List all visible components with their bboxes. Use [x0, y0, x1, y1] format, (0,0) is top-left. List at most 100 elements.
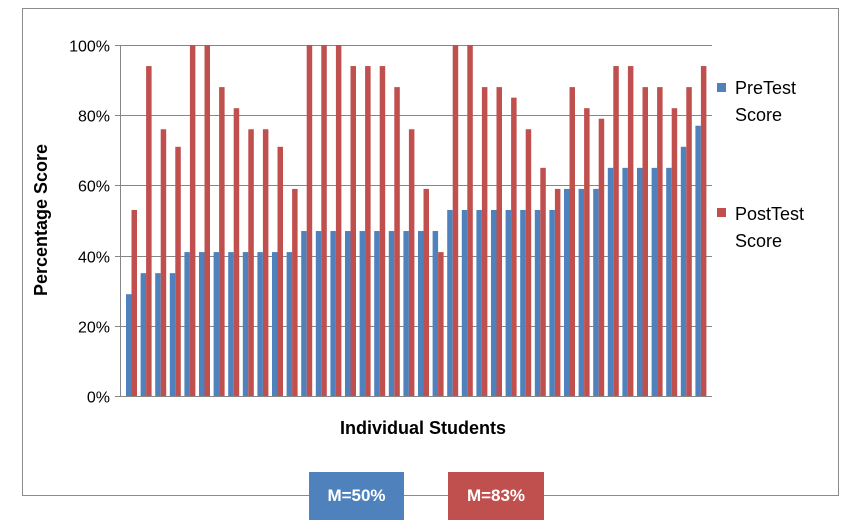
pretest-bar — [301, 231, 307, 396]
posttest-bar — [467, 45, 473, 396]
posttest-bar — [613, 66, 619, 396]
posttest-bar — [248, 129, 254, 397]
legend-label-pretest-line2: Score — [735, 105, 782, 125]
posttest-bar — [511, 97, 517, 397]
posttest-bar — [408, 129, 415, 397]
legend-swatch-posttest — [717, 208, 726, 217]
pretest-bar — [593, 188, 599, 396]
pretest-bar — [461, 209, 468, 396]
y-tick-label: 80% — [78, 109, 110, 126]
pretest-bar — [345, 231, 351, 396]
pretest-bar — [476, 209, 482, 396]
pretest-bar — [169, 273, 176, 396]
posttest-bar — [584, 108, 590, 397]
pretest-bar — [126, 294, 132, 396]
y-tick-label: 20% — [78, 320, 110, 337]
y-tick-label: 40% — [78, 250, 110, 267]
posttest-bar — [379, 66, 386, 396]
y-axis-title: Percentage Score — [31, 144, 51, 296]
legend-swatch-pretest — [717, 83, 726, 92]
posttest-bar — [686, 87, 692, 397]
posttest-bar — [365, 66, 371, 396]
pretest-bar — [388, 231, 395, 396]
posttest-bar — [598, 118, 605, 397]
pretest-bar — [695, 125, 701, 396]
pretest-bar — [374, 231, 380, 396]
pretest-mean-badge: M=50% — [309, 472, 404, 520]
pretest-bar — [666, 167, 672, 396]
legend-label-posttest-line2: Score — [735, 231, 782, 251]
pretest-bar — [140, 273, 147, 396]
pretest-bar — [432, 231, 439, 396]
y-tick-label: 60% — [78, 179, 110, 196]
posttest-bar — [131, 209, 137, 396]
pretest-bar — [418, 231, 424, 396]
y-tick-label: 0% — [87, 390, 110, 407]
pretest-bar — [272, 252, 278, 396]
posttest-bar — [262, 129, 269, 397]
legend-label-pretest: PreTest — [735, 78, 796, 98]
posttest-bar — [175, 146, 181, 396]
pretest-bar — [607, 167, 614, 396]
pretest-bar — [622, 167, 628, 396]
posttest-bar — [525, 129, 532, 397]
posttest-bar — [219, 87, 225, 397]
posttest-bar — [452, 45, 459, 396]
pretest-bar — [491, 209, 497, 396]
posttest-bar — [335, 45, 342, 396]
x-axis-title: Individual Students — [340, 418, 506, 438]
pretest-bar — [199, 252, 205, 396]
y-tick-label: 100% — [69, 39, 110, 56]
pretest-bar — [534, 209, 541, 396]
posttest-bar — [627, 66, 634, 396]
posttest-bar — [496, 87, 502, 397]
posttest-bar — [438, 252, 444, 396]
pretest-bar — [549, 209, 555, 396]
posttest-bar — [204, 45, 210, 396]
pretest-bar — [564, 188, 570, 396]
posttest-bar — [642, 87, 648, 397]
bars — [126, 45, 707, 397]
pretest-bar — [155, 273, 161, 396]
posttest-bar — [569, 87, 575, 397]
posttest-bar — [321, 45, 327, 396]
pretest-bar — [359, 231, 366, 396]
legend-label-posttest: PostTest — [735, 204, 804, 224]
pretest-bar — [680, 146, 687, 396]
posttest-bar — [277, 146, 283, 396]
pretest-bar — [315, 231, 322, 396]
posttest-bar — [540, 167, 546, 396]
y-tick-labels: 0% 20% 40% 60% 80% 100% — [69, 39, 110, 407]
legend: PreTest Score PostTest Score — [717, 78, 804, 251]
pretest-bar — [520, 209, 526, 396]
posttest-bar — [554, 188, 561, 396]
pretest-bar — [578, 188, 585, 396]
posttest-bar — [423, 188, 429, 396]
pretest-bar — [286, 252, 293, 396]
pretest-bar — [257, 252, 263, 396]
posttest-bar — [146, 66, 152, 396]
pretest-bar — [242, 252, 249, 396]
pretest-bar — [505, 209, 512, 396]
pretest-bar — [228, 252, 234, 396]
pretest-bar — [403, 231, 409, 396]
posttest-bar — [233, 108, 240, 397]
pretest-bar — [184, 252, 190, 396]
posttest-mean-badge: M=83% — [448, 472, 544, 520]
pretest-bar — [651, 167, 658, 396]
pretest-bar — [213, 252, 220, 396]
posttest-bar — [160, 129, 167, 397]
posttest-bar — [671, 108, 678, 397]
posttest-bar — [292, 188, 298, 396]
posttest-bar — [657, 87, 663, 397]
posttest-bar — [306, 45, 313, 396]
posttest-bar — [700, 66, 707, 396]
posttest-bar — [481, 87, 488, 397]
posttest-bar — [189, 45, 196, 396]
posttest-bar — [350, 66, 356, 396]
axes — [120, 45, 712, 397]
posttest-bar — [394, 87, 400, 397]
pretest-bar — [447, 209, 453, 396]
pretest-bar — [330, 231, 336, 396]
